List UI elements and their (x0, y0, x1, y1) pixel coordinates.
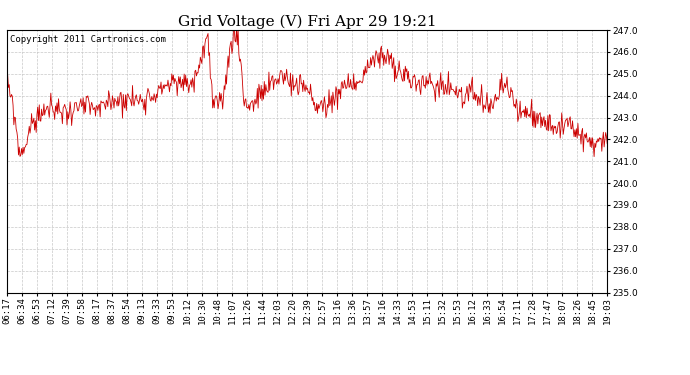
Text: Copyright 2011 Cartronics.com: Copyright 2011 Cartronics.com (10, 35, 166, 44)
Title: Grid Voltage (V) Fri Apr 29 19:21: Grid Voltage (V) Fri Apr 29 19:21 (178, 15, 436, 29)
